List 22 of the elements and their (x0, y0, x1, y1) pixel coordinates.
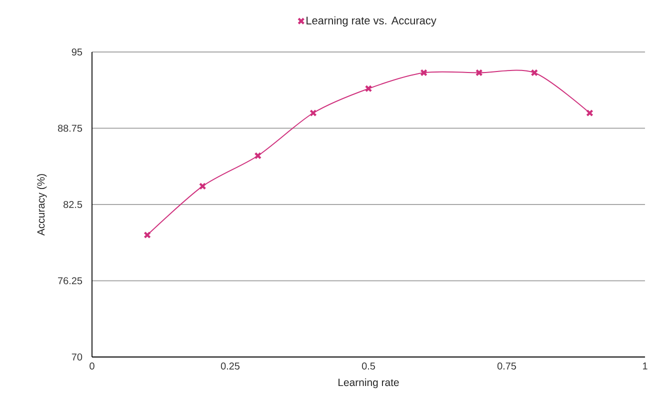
x-tick-label: 0.75 (497, 362, 516, 370)
y-axis-title: Accuracy (%) (36, 174, 47, 236)
x-tick-label: 0.25 (220, 362, 240, 370)
y-tick-label: 95 (72, 48, 82, 56)
point (310, 109, 317, 117)
x-tick-label: 0 (90, 362, 94, 370)
y-tick-label: 76.25 (58, 277, 82, 284)
point (144, 231, 151, 239)
point (586, 109, 594, 117)
legend-label: Learning rate vs. Accuracy (306, 16, 436, 27)
x-tick-label: 0.5 (362, 362, 376, 370)
y-tick-label: 82.5 (64, 200, 82, 208)
point (475, 69, 483, 76)
point (254, 152, 262, 160)
x-tick-label: 1 (643, 362, 648, 370)
point (420, 69, 428, 76)
y-tick-label: 88.75 (58, 124, 82, 132)
y-tick-label: 70 (72, 353, 82, 361)
x-axis-title: Learning rate (338, 378, 399, 388)
point (364, 84, 372, 92)
point (198, 182, 206, 190)
point (530, 69, 538, 76)
